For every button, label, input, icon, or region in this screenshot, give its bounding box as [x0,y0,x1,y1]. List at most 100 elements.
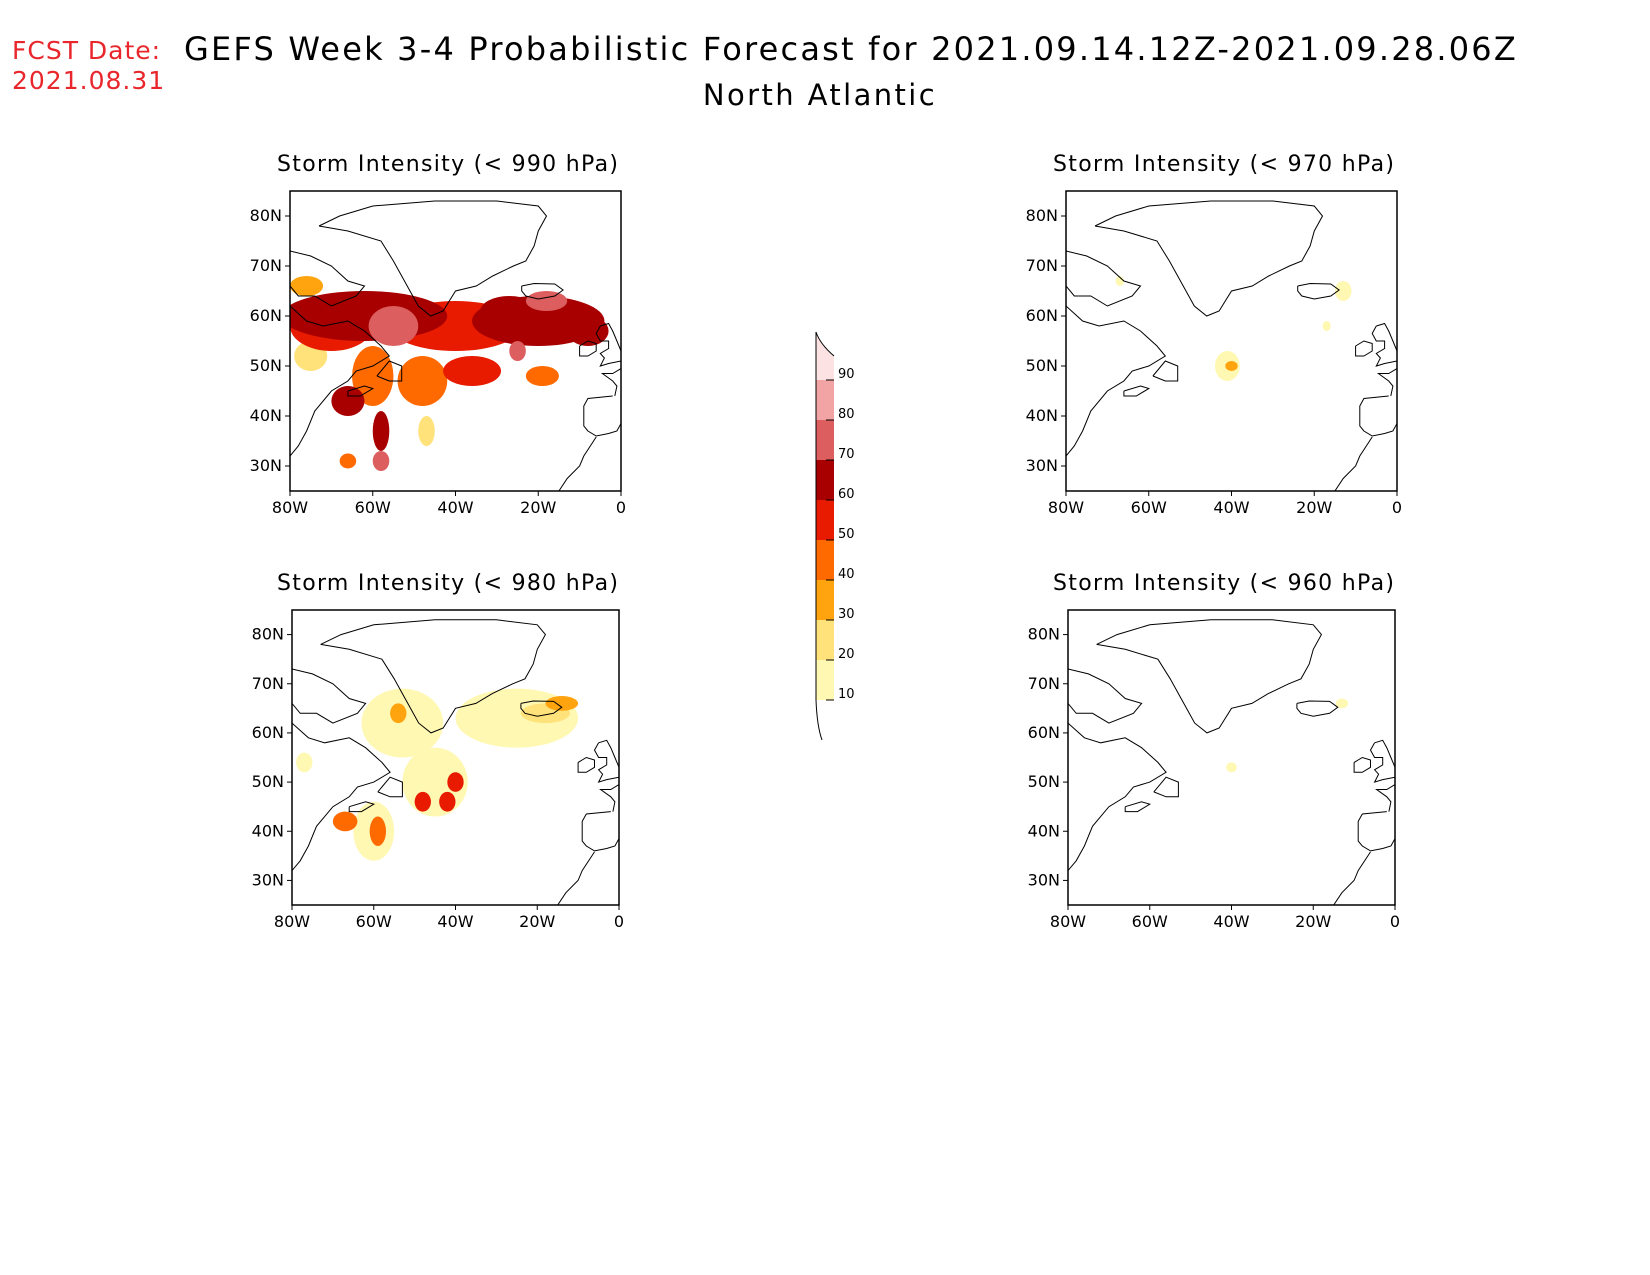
lat-tick-label: 60N [1028,723,1060,742]
page-subtitle: North Atlantic [702,78,938,112]
lon-tick-label: 0 [616,498,626,517]
lat-tick-label: 60N [1026,306,1058,325]
coastline-iceland [520,700,563,717]
probability-region [372,451,390,471]
probability-region [1334,281,1352,301]
probability-region [352,346,394,406]
coastline-labrador [1068,722,1167,871]
probability-region [390,703,407,724]
probability-region [372,411,390,451]
colorbar-label: 10 [838,687,855,702]
lon-tick-label: 20W [1296,498,1332,517]
coastline-ireland [579,340,597,357]
colorbar-segment [816,580,834,620]
probability-region [439,791,456,812]
coastline-labrador [1066,305,1167,457]
lon-tick-label: 80W [1048,498,1084,517]
coastline-france [599,784,619,812]
lon-tick-label: 80W [1050,912,1086,931]
lat-tick-label: 50N [1026,356,1058,375]
coastline-britain [595,322,621,367]
probability-region [339,453,357,469]
coastline-newfoundland [376,360,403,382]
colorbar-label: 20 [838,647,855,662]
coastline-ireland [1355,340,1373,357]
colorbar: 10 20 30 40 50 60 70 80 90 [815,331,855,741]
coastline-nova [347,385,375,397]
lat-tick-label: 60N [250,306,282,325]
probability-region [567,316,609,346]
map-panel-960: 80N 70N 60N 50N 40N 30N 80W 60W 40W 20W 0 [1028,609,1400,931]
lon-tick-label: 0 [614,912,624,931]
probability-region [1225,361,1238,371]
lon-tick-label: 60W [1131,498,1167,517]
coastline-britain [593,739,619,783]
lon-tick-label: 20W [519,912,555,931]
colorbar-segment [816,620,834,660]
lat-tick-label: 40N [1026,406,1058,425]
coastline-newfoundland [1153,776,1179,798]
coastline-labrador [290,305,391,457]
lon-tick-label: 0 [1390,912,1400,931]
forecast-date-block: FCST Date: 2021.08.31 [12,36,165,96]
coastline-france [1376,368,1397,397]
coastline-africa [1333,851,1371,905]
colorbar-label: 50 [838,527,855,542]
map-frame [1067,609,1396,906]
colorbar-label: 90 [838,367,855,382]
probability-region [369,816,387,846]
lon-tick-label: 40W [437,912,473,931]
coastline-greenland [320,619,547,734]
probability-region [296,752,313,773]
probability-region [525,366,559,386]
lat-tick-label: 80N [252,625,284,644]
colorbar-segment [816,500,834,540]
coastline-nova [348,801,376,813]
probability-region [397,356,448,406]
coastline-france [600,368,621,397]
lat-tick-label: 50N [252,772,284,791]
lon-tick-label: 40W [1213,912,1249,931]
coastline-baffin [292,668,367,724]
coastline-labrador [292,722,391,871]
coastline-baffin [1068,668,1143,724]
panel-title-980: Storm Intensity (< 980 hPa) [277,571,620,596]
probability-region [290,291,448,341]
coastline-britain [1369,739,1395,783]
coastline-britain [1371,322,1397,367]
probability-region [361,688,444,758]
lat-tick-label: 50N [250,356,282,375]
lon-tick-label: 80W [272,498,308,517]
panel-title-990: Storm Intensity (< 990 hPa) [277,152,620,177]
lat-tick-label: 80N [250,206,282,225]
coastline-iceland [1297,282,1340,300]
coastline-iberia [1357,811,1395,852]
coastline-iberia [1359,395,1397,437]
coastline-iberia [581,811,619,852]
page-title: GEFS Week 3-4 Probabilistic Forecast for… [184,30,1518,68]
lon-tick-label: 20W [520,498,556,517]
lat-tick-label: 50N [1028,772,1060,791]
forecast-date-label: FCST Date: [12,36,162,65]
coastline-africa [557,851,595,905]
coastline-iberia [583,395,621,437]
colorbar-segment [816,420,834,460]
lon-tick-label: 40W [437,498,473,517]
lon-tick-label: 0 [1392,498,1402,517]
coastline-africa [558,436,597,491]
coastline-nova [1124,801,1152,813]
colorbar-outline [815,332,823,741]
lon-tick-label: 40W [1213,498,1249,517]
panel-title-960: Storm Intensity (< 960 hPa) [1053,571,1396,596]
probability-region [1322,321,1331,331]
coastline-greenland [1096,619,1323,734]
coastline-nova [1123,385,1151,397]
colorbar-label: 70 [838,447,855,462]
probability-region [525,291,568,311]
probability-region [331,386,365,416]
colorbar-label: 40 [838,567,855,582]
probability-region [480,296,539,326]
probability-region [414,791,431,812]
colorbar-segment [816,332,834,380]
colorbar-label: 80 [838,407,855,422]
